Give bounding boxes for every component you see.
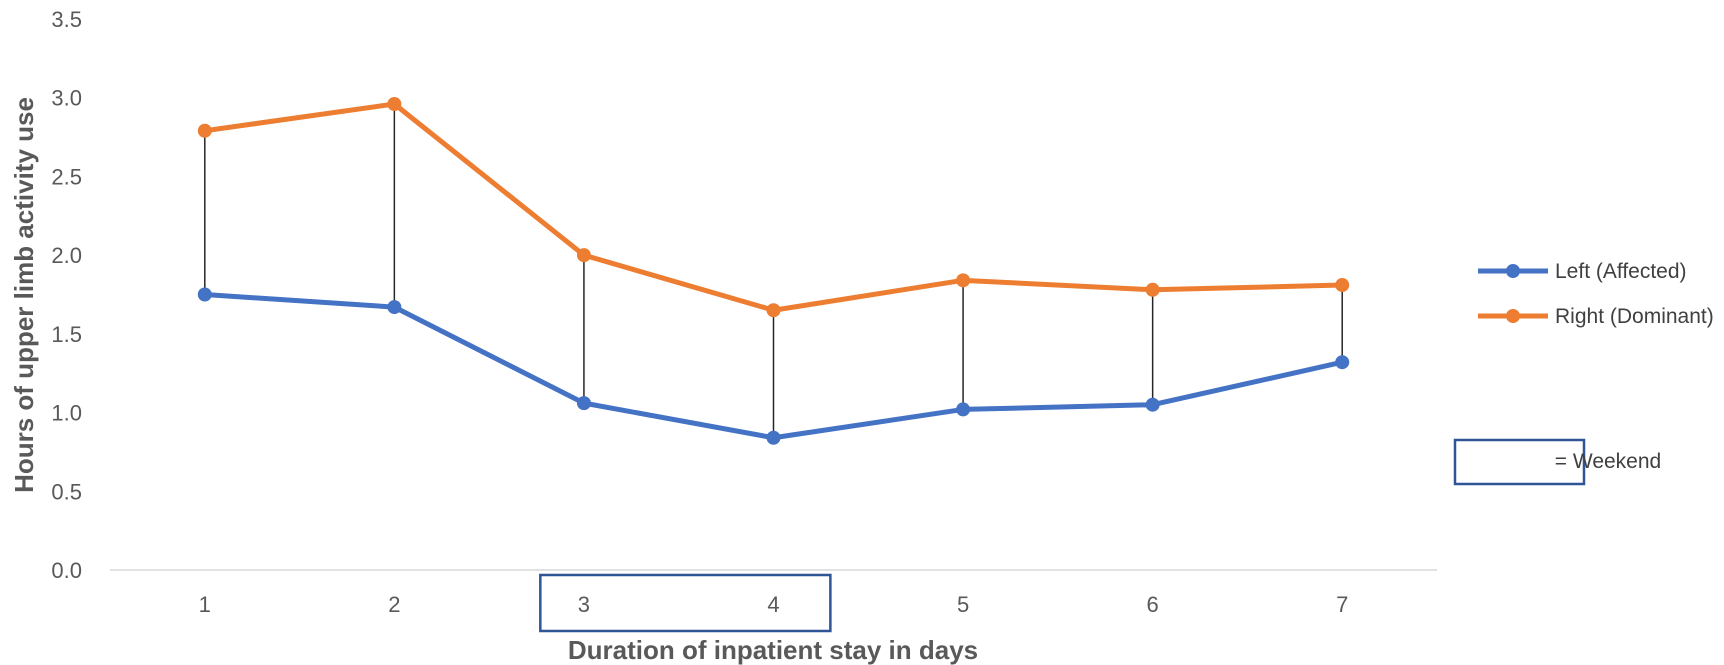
- x-tick-label: 3: [578, 592, 590, 617]
- data-point-right: [1145, 282, 1160, 297]
- y-axis-title: Hours of upper limb activity use: [9, 97, 39, 493]
- data-point-right: [1335, 278, 1350, 293]
- y-tick-label: 2.0: [51, 243, 82, 268]
- data-point-left: [197, 287, 212, 302]
- weekend-legend-label: = Weekend: [1555, 450, 1661, 473]
- legend-marker: [1506, 264, 1520, 278]
- x-axis-title: Duration of inpatient stay in days: [568, 635, 978, 665]
- data-point-left: [387, 300, 402, 315]
- legend-label: Left (Affected): [1555, 260, 1687, 283]
- data-point-right: [576, 248, 591, 263]
- y-tick-label: 3.5: [51, 7, 82, 32]
- x-tick-label: 2: [388, 592, 400, 617]
- data-point-left: [956, 402, 971, 417]
- series-points: [197, 97, 1350, 445]
- data-point-left: [1335, 355, 1350, 370]
- x-tick-label: 4: [767, 592, 779, 617]
- weekend-legend-box: [1453, 438, 1586, 486]
- x-tick-label: 7: [1336, 592, 1348, 617]
- x-tick-label: 1: [199, 592, 211, 617]
- y-axis-ticks: 0.0 0.5 1.0 1.5 2.0 2.5 3.0 3.5: [51, 7, 82, 583]
- legend: Left (Affected) Right (Dominant): [1478, 260, 1714, 328]
- y-tick-label: 3.0: [51, 86, 82, 111]
- drop-lines: [204, 104, 1343, 438]
- x-tick-label: 5: [957, 592, 969, 617]
- data-point-right: [956, 273, 971, 288]
- data-point-right: [766, 303, 781, 318]
- y-tick-label: 2.5: [51, 164, 82, 189]
- y-tick-label: 1.5: [51, 322, 82, 347]
- legend-label: Right (Dominant): [1555, 305, 1714, 328]
- data-point-right: [197, 123, 212, 138]
- weekend-highlight-box: [539, 573, 832, 633]
- legend-marker: [1506, 309, 1520, 323]
- x-axis-ticks: 1 2 3 4 5 6 7: [199, 592, 1349, 617]
- x-tick-label: 6: [1147, 592, 1159, 617]
- data-point-left: [766, 430, 781, 445]
- data-point-left: [576, 396, 591, 411]
- y-tick-label: 1.0: [51, 401, 82, 426]
- y-tick-label: 0.5: [51, 479, 82, 504]
- data-point-right: [387, 97, 402, 112]
- data-point-left: [1145, 397, 1160, 412]
- series-line-right-dominant: [204, 101, 1343, 313]
- y-tick-label: 0.0: [51, 558, 82, 583]
